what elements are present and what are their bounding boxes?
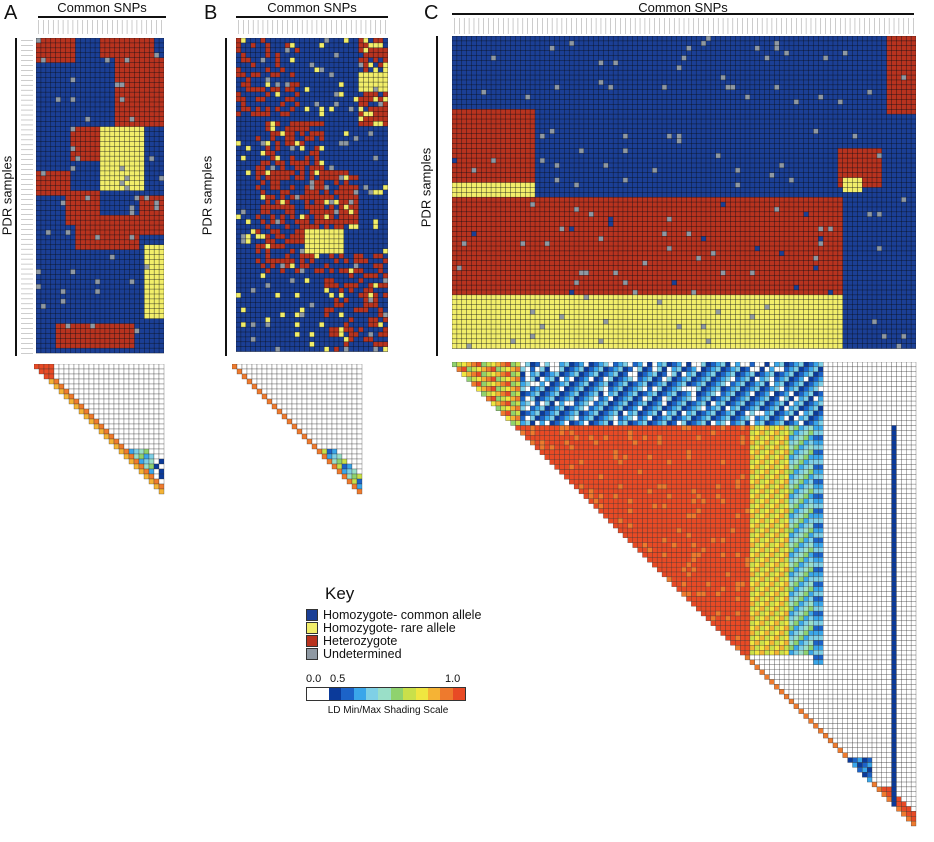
panel-c-column-tick-labels [454, 18, 914, 34]
panel-c-row-title: PDR samples [418, 147, 434, 228]
ld-scale-min-label: 0.0 [306, 673, 322, 685]
panel-b-column-title: Common SNPs [267, 0, 357, 15]
ld-scale-color-bar [306, 687, 466, 701]
ld-scale-max-label: 1.0 [445, 673, 461, 685]
ld-scale-segment [378, 688, 391, 700]
panel-c-row-bracket [436, 36, 438, 356]
key-item-homozygote-common: Homozygote- common allele [306, 607, 516, 622]
ld-scale-segment [427, 688, 441, 700]
ld-scale-segment [415, 688, 428, 700]
panel-b-row-bracket [225, 38, 227, 356]
panel-a-genotype-heatmap [36, 38, 164, 354]
key-swatch-heterozygote [306, 634, 318, 647]
key-swatch-homozygote-common [306, 608, 318, 621]
key-label: Homozygote- rare allele [323, 620, 456, 635]
key-item-homozygote-rare: Homozygote- rare allele [306, 620, 516, 635]
panel-c-ld-triangle-plot [452, 362, 917, 827]
panel-b-ld-triangle-plot [232, 364, 363, 495]
panel-c-column-title: Common SNPs [638, 0, 728, 15]
key-label: Undetermined [323, 646, 402, 661]
ld-scale-mid-label: 0.5 [330, 673, 346, 685]
ld-scale-segment [353, 688, 367, 700]
key-label: Heterozygote [323, 633, 398, 648]
ld-scale-segment [440, 688, 453, 700]
ld-scale-title: LD Min/Max Shading Scale [327, 705, 449, 716]
key-title: Key [325, 584, 355, 603]
panel-a-row-title: PDR samples [0, 155, 15, 236]
ld-scale-segment [452, 688, 465, 700]
panel-a-row-tick-labels [21, 40, 33, 354]
panel-a-ld-triangle-plot [34, 364, 165, 495]
panel-a-row-bracket [15, 38, 17, 356]
genotype-key: Key Homozygote- common allele Homozygote… [306, 584, 516, 661]
ld-scale-segment [307, 688, 329, 700]
panel-a-column-bracket [38, 16, 166, 18]
panel-a-column-tick-labels [38, 20, 162, 34]
panel-b-genotype-heatmap [236, 38, 388, 352]
key-swatch-undetermined [306, 647, 318, 660]
panel-b-row-title: PDR samples [199, 155, 215, 236]
key-item-heterozygote: Heterozygote [306, 633, 516, 648]
panel-b-column-bracket [236, 16, 388, 18]
panel-a-column-title: Common SNPs [57, 0, 147, 15]
key-swatch-homozygote-rare [306, 621, 318, 634]
ld-scale-segment [329, 688, 342, 700]
panel-a-letter: A [4, 2, 18, 24]
panel-c-genotype-heatmap [452, 36, 916, 349]
ld-scale-segment [341, 688, 354, 700]
panel-b-letter: B [204, 2, 218, 24]
panel-c-column-bracket [452, 13, 914, 15]
ld-scale-segment [403, 688, 416, 700]
key-label: Homozygote- common allele [323, 607, 482, 622]
ld-scale-segment [366, 688, 379, 700]
panel-c-letter: C [424, 2, 439, 24]
key-item-undetermined: Undetermined [306, 646, 516, 661]
panel-b-column-tick-labels [238, 20, 386, 34]
ld-shading-scale: 0.0 0.5 1.0 LD Min/Max Shading Scale [306, 673, 466, 716]
ld-scale-segment [390, 688, 404, 700]
